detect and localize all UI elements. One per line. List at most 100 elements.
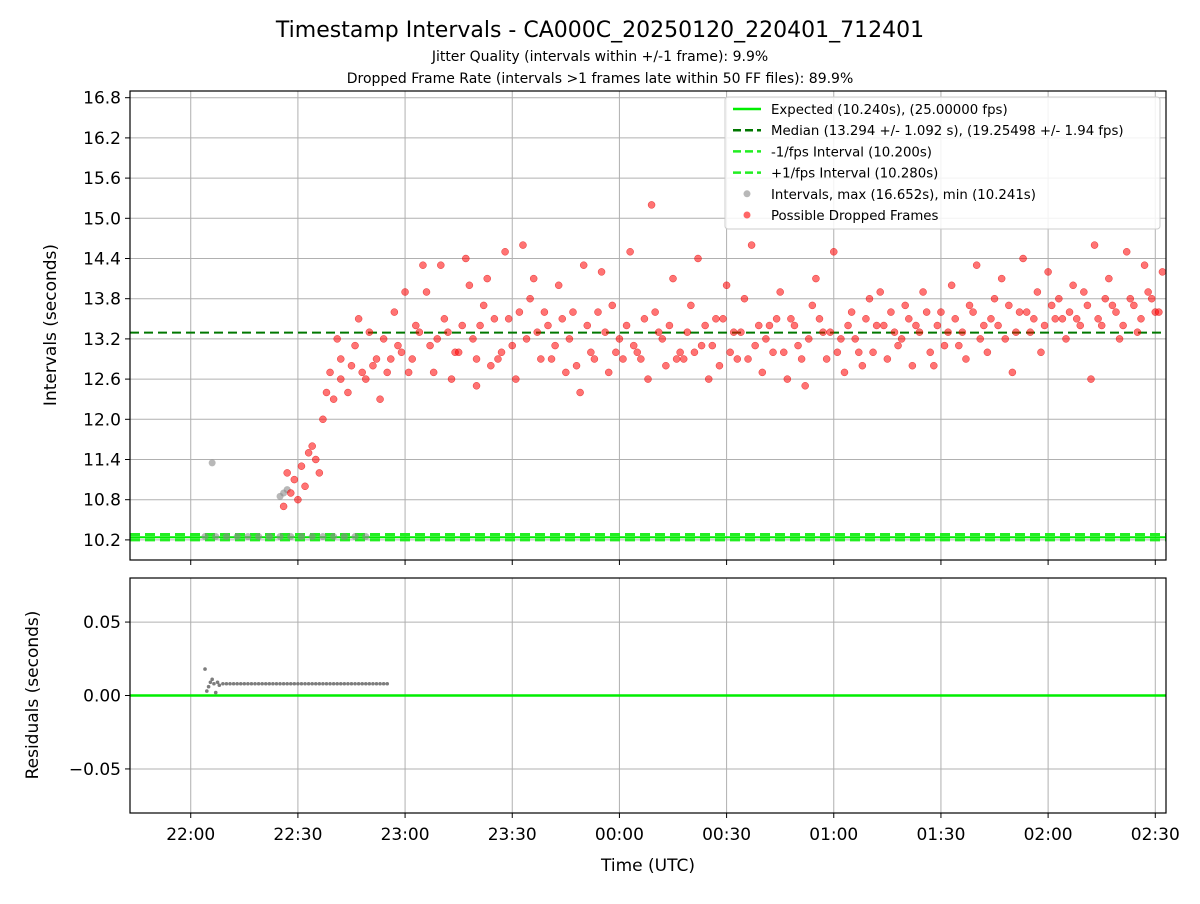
xtick-label: 02:00 xyxy=(1024,825,1073,845)
dropped-frame-point xyxy=(679,355,688,363)
dropped-frame-point xyxy=(944,328,952,336)
dropped-frame-point xyxy=(712,315,720,323)
residual-point xyxy=(238,681,243,686)
dropped-frame-point xyxy=(694,254,702,263)
top-ytick-label: 16.8 xyxy=(83,89,121,109)
residual-point xyxy=(246,681,250,686)
residual-point xyxy=(215,680,220,685)
legend-label: Intervals, max (16.652s), min (10.241s) xyxy=(771,188,1036,203)
dropped-frame-point xyxy=(1140,261,1149,269)
dropped-frame-point xyxy=(562,368,570,377)
residual-point xyxy=(324,681,329,686)
residual-point xyxy=(346,681,350,686)
xlabel: Time (UTC) xyxy=(600,856,695,876)
dropped-frame-point xyxy=(797,355,806,363)
residual-point xyxy=(349,681,354,686)
dropped-frame-point xyxy=(497,348,506,357)
residual-point xyxy=(253,681,257,686)
dropped-frame-point xyxy=(626,248,634,256)
dropped-frame-point xyxy=(930,361,938,370)
dropped-frame-point xyxy=(437,261,445,269)
dropped-frame-point xyxy=(315,469,324,477)
figure-subtitle-jitter: Jitter Quality (intervals within +/-1 fr… xyxy=(431,49,768,65)
dropped-frame-point xyxy=(1008,368,1017,377)
residual-point xyxy=(378,681,382,686)
dropped-frame-point xyxy=(704,375,713,383)
dropped-frame-point xyxy=(515,308,524,316)
dropped-frame-point xyxy=(737,328,745,336)
dropped-frame-point xyxy=(429,368,438,377)
dropped-frame-point xyxy=(847,308,856,316)
dropped-frame-point xyxy=(837,335,845,343)
residual-point xyxy=(360,681,365,686)
legend-label: +1/fps Interval (10.280s) xyxy=(771,167,938,182)
residual-point xyxy=(212,681,216,686)
dropped-frame-point xyxy=(319,415,327,424)
dropped-frame-point xyxy=(1090,241,1099,249)
dropped-frame-point xyxy=(1030,315,1038,323)
residual-point xyxy=(381,681,386,686)
residual-point xyxy=(288,681,293,686)
residual-point xyxy=(353,681,357,686)
xtick-label: 01:00 xyxy=(809,825,858,845)
dropped-frame-point xyxy=(880,321,888,330)
top-ytick-label: 11.4 xyxy=(83,451,121,471)
dropped-frame-point xyxy=(922,308,931,316)
dropped-frame-point xyxy=(465,281,474,290)
dropped-frame-point xyxy=(526,294,534,303)
dropped-frame-point xyxy=(447,375,456,383)
dropped-frame-point xyxy=(672,355,681,363)
dropped-frame-point xyxy=(322,388,331,397)
dropped-frame-point xyxy=(1115,335,1124,343)
dropped-frame-point xyxy=(780,348,788,357)
dropped-frame-point xyxy=(940,341,949,350)
interval-point xyxy=(244,533,252,541)
dropped-frame-point xyxy=(897,335,906,343)
top-ytick-label: 12.6 xyxy=(83,370,121,390)
dropped-frame-point xyxy=(765,321,774,330)
residual-point xyxy=(281,681,286,686)
residual-point xyxy=(371,681,375,686)
dropped-frame-point xyxy=(905,315,913,323)
dropped-frame-point xyxy=(462,254,470,263)
dropped-frame-point xyxy=(669,274,677,283)
dropped-frame-point xyxy=(304,449,313,457)
dropped-frame-point xyxy=(337,375,345,383)
dropped-frame-point xyxy=(858,361,867,370)
top-ytick-label: 15.0 xyxy=(83,209,121,229)
dropped-frame-point xyxy=(990,294,999,303)
dropped-frame-point xyxy=(540,308,549,316)
dropped-frame-point xyxy=(308,442,316,450)
dropped-frame-point xyxy=(554,281,563,290)
dropped-frame-point xyxy=(805,335,813,343)
dropped-frame-point xyxy=(754,321,763,330)
dropped-frame-point xyxy=(590,355,599,363)
dropped-frame-point xyxy=(1108,301,1117,310)
dropped-frame-point xyxy=(1133,328,1142,336)
dropped-frame-point xyxy=(901,301,909,310)
dropped-frame-point xyxy=(529,274,538,283)
residual-point xyxy=(374,681,379,686)
residual-point xyxy=(256,681,261,686)
dropped-frame-point xyxy=(855,348,863,357)
dropped-frame-point xyxy=(326,368,334,377)
dropped-frame-point xyxy=(279,502,288,511)
dropped-frame-point xyxy=(1037,348,1045,357)
dropped-frame-point xyxy=(312,455,320,464)
dropped-frame-point xyxy=(822,355,831,363)
dropped-frame-point xyxy=(1055,294,1063,303)
dropped-frame-point xyxy=(622,321,631,330)
dropped-frame-point xyxy=(619,355,627,363)
dropped-frame-point xyxy=(980,321,988,330)
residual-point xyxy=(249,681,254,686)
dropped-frame-point xyxy=(587,348,595,357)
dropped-frame-point xyxy=(329,395,338,403)
dropped-frame-point xyxy=(579,261,588,269)
dropped-frame-point xyxy=(722,281,731,290)
dropped-frame-point xyxy=(801,382,809,390)
dropped-frame-point xyxy=(647,201,656,209)
top-ytick-label: 10.8 xyxy=(83,491,121,511)
residual-point xyxy=(292,681,297,686)
